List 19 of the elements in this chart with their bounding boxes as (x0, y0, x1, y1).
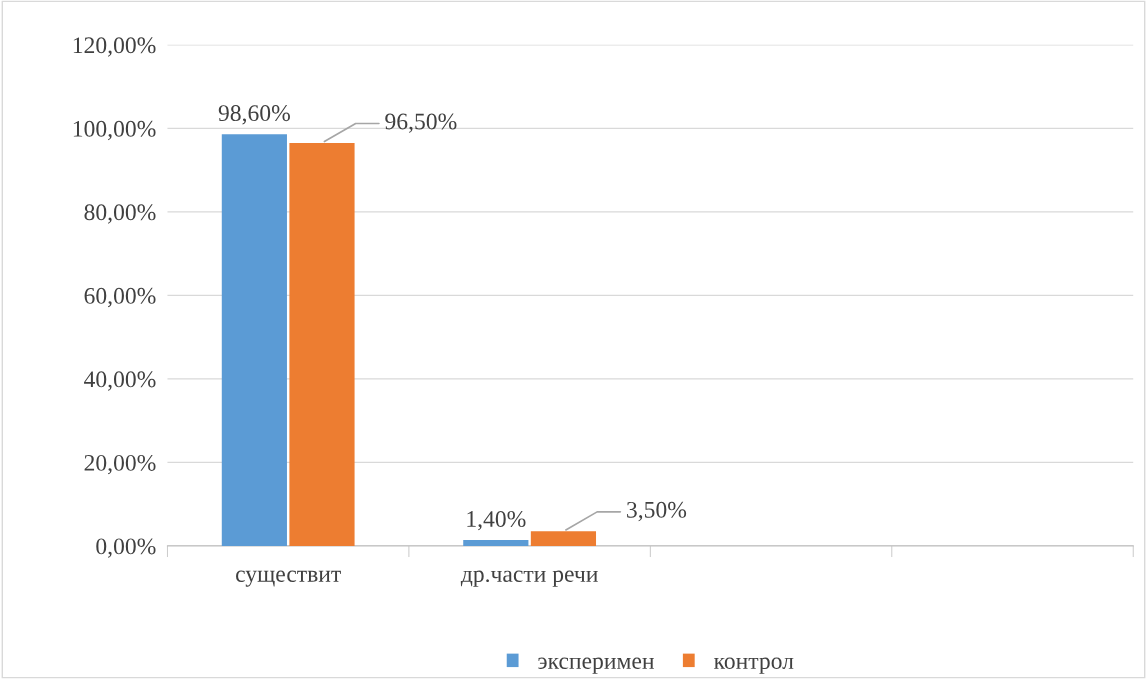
bar (530, 531, 597, 546)
y-tick-label: 60,00% (84, 287, 156, 308)
bar (221, 134, 287, 546)
x-tick-label: др.части речи (460, 570, 598, 587)
x-tick-label: существит (236, 570, 341, 587)
data-label: 1,40% (467, 511, 526, 531)
y-tick-label: 100,00% (73, 120, 156, 141)
y-tick-label: 80,00% (84, 204, 156, 224)
data-label: 98,60% (218, 105, 290, 125)
bar (463, 540, 529, 546)
legend-label: эксперимен (538, 657, 654, 674)
y-tick-label: 40,00% (84, 371, 156, 391)
y-tick-label: 0,00% (96, 538, 156, 558)
bar (289, 142, 355, 546)
y-tick-label: 120,00% (73, 37, 156, 57)
data-label: 3,50% (627, 501, 687, 522)
data-label: 96,50% (385, 113, 457, 133)
y-tick-label: 20,00% (84, 454, 156, 475)
legend-label: контрол (714, 657, 794, 674)
